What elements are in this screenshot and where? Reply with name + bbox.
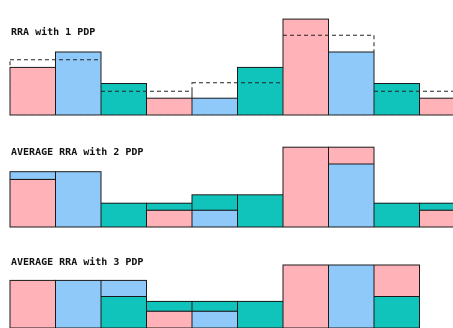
bar-segment [373,202,420,228]
bar [146,97,193,116]
bar [9,66,56,116]
panel-average-rra-3-pdp: AVERAGE RRA with 3 PDP [9,256,420,328]
average-outline [9,59,102,116]
average-outline [373,90,453,116]
panel-average-rra-2-pdp: AVERAGE RRA with 2 PDP [9,146,453,228]
bar-segment [191,209,238,228]
bar-segment [191,300,238,312]
bar [282,18,329,116]
bar-segment [328,264,375,328]
panel-title-3: AVERAGE RRA with 3 PDP [11,256,143,268]
panel-title-2: AVERAGE RRA with 2 PDP [11,146,143,158]
panel-title-1: RRA with 1 PDP [11,26,95,38]
bar-segment [55,279,102,328]
bar-segment [9,171,56,180]
bar-segment [373,264,420,297]
bar-segment [100,202,147,228]
bar-segment [146,310,193,328]
bar-segment [146,202,193,211]
bar-segment [328,163,375,228]
bar-segment [237,194,284,228]
bar [191,97,238,116]
bar-segment [282,146,329,228]
bar [328,51,375,116]
bar [419,97,453,116]
bar-segment [9,178,56,228]
average-outline [100,90,193,116]
bar-segment [55,171,102,228]
bar-segment [100,296,147,328]
bar-segment [100,279,147,297]
bar-segment [419,202,453,211]
bar-segment [328,146,375,165]
panel-rra-1-pdp: RRA with 1 PDP [9,18,453,116]
bar-segment [9,279,56,328]
bar [237,66,284,116]
bar-segment [419,209,453,228]
bar [100,83,147,116]
bar-segment [373,296,420,328]
bar-segment [282,264,329,328]
bar-segment [191,310,238,328]
bar [55,51,102,116]
average-outline [282,34,375,116]
bar-segment [146,300,193,312]
average-outline [191,82,284,116]
bar-segment [191,194,238,211]
bar-segment [237,300,284,328]
bar-segment [146,209,193,228]
bar [373,83,420,116]
